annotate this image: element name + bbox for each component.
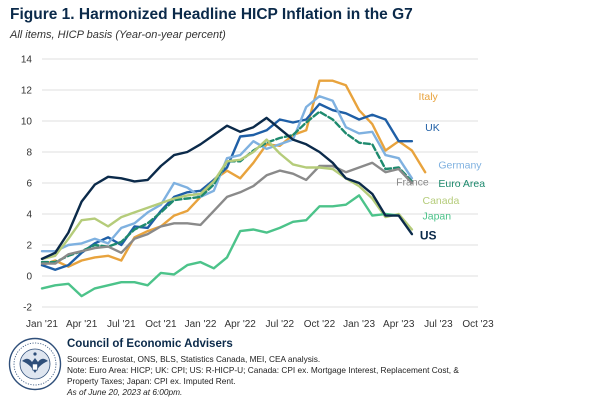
series-line-japan [40,194,400,298]
y-tick-label: 0 [26,272,32,283]
footer: Council of Economic Advisers Sources: Eu… [0,333,600,417]
y-tick-label: 4 [26,210,32,221]
series-line-us [40,116,414,261]
cea-seal-icon [8,337,62,391]
series-label-euro-area: Euro Area [438,178,485,190]
y-tick-label: 6 [26,179,32,190]
x-tick-label: Oct '23 [462,319,494,330]
series-line-italy [40,79,427,268]
y-tick-label: 12 [21,86,33,97]
series-label-us: US [420,229,437,243]
y-tick-label: -2 [23,303,32,314]
y-tick-label: 2 [26,241,32,252]
series-line-france [40,161,414,265]
series-label-italy: Italy [419,91,439,103]
y-tick-label: 14 [21,55,33,66]
series-line-germany [40,94,414,253]
y-tick-label: 10 [21,117,33,128]
x-tick-label: Apr '23 [383,319,415,330]
organization-name: Council of Economic Advisers [67,338,233,350]
series-label-uk: UK [425,122,440,134]
line-chart: 14 12 10 8 6 4 2 0 -2 Jan '21 Apr '21 Jul '21 Oct '2… [21,55,494,331]
x-tick-label: Jan '21 [26,319,58,330]
x-tick-label: Jul '21 [107,319,136,330]
series-label-canada: Canada [423,195,460,207]
x-tick-label: Jan '23 [343,319,375,330]
series-label-japan: Japan [423,211,452,223]
x-tick-label: Apr '21 [66,319,98,330]
x-tick-label: Apr '22 [224,319,256,330]
series-note-line-2: Property Taxes; Japan: CPI ex. Imputed R… [67,376,236,386]
x-tick-label: Oct '21 [145,319,177,330]
chart-title: Figure 1. Harmonized Headline HICP Infla… [10,6,413,23]
as-of-note: As of June 20, 2023 at 6:00pm. [67,387,183,397]
sources-note: Sources: Eurostat, ONS, BLS, Statistics … [67,354,321,364]
series-label-france: France [396,176,429,188]
x-tick-label: Jan '22 [185,319,217,330]
x-tick-label: Jul '23 [424,319,453,330]
x-tick-label: Jul '22 [266,319,295,330]
chart-subtitle: All items, HICP basis (Year-on-year perc… [10,29,226,41]
x-tick-label: Oct '22 [304,319,336,330]
series-note-line-1: Note: Euro Area: HICP; UK: CPI; US: R-HI… [67,365,459,375]
series-line-uk [40,102,414,271]
series-label-germany: Germany [438,159,482,171]
y-tick-label: 8 [26,148,32,159]
